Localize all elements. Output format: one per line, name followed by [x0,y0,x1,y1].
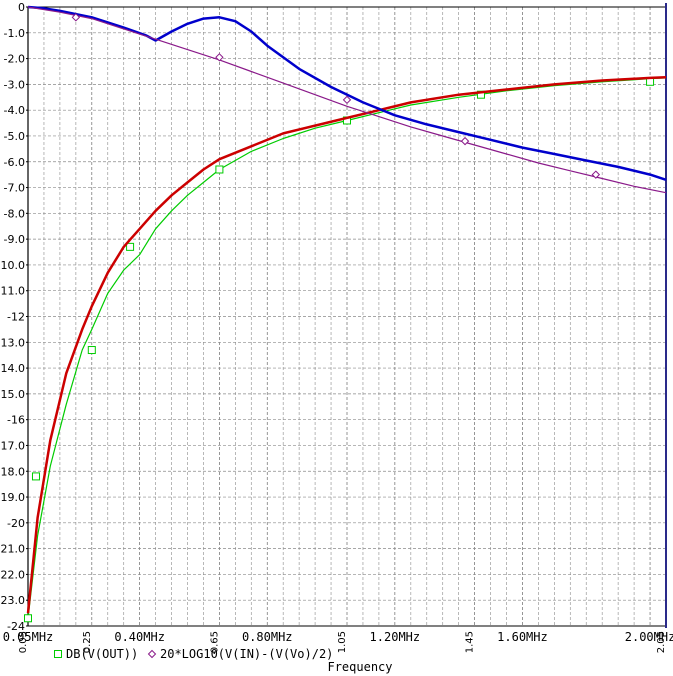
series-marker-diamond [342,95,352,105]
y-tick-label: -13.0 [0,336,25,349]
y-tick-label: -20 [7,517,25,530]
y-tick-label: -22.0 [0,568,25,581]
y-tick-label: -17.0 [0,439,25,452]
series-marker-diamond [460,136,470,146]
legend-marker-square [54,650,62,658]
y-tick-label: -15.0 [0,388,25,401]
y-tick-label: -21.0 [0,543,25,556]
series-marker-square [87,346,96,355]
series-line-1 [26,75,667,614]
y-tick-label: 0 [18,1,25,14]
x-tick-label: 0.05MHz [3,630,54,644]
legend-label: 20*LOG10(V(IN)-(V(Vo)/2) [160,647,333,661]
y-tick-label: -2.0 [4,53,25,66]
x-minor-tick-label: 1.45 [465,631,476,653]
x-tick-label: 0.40MHz [114,630,165,644]
series-marker-diamond [71,13,81,22]
series-line-3 [27,6,667,194]
y-tick-label: -12 [7,311,25,324]
series-marker-diamond [591,170,601,179]
y-tick-label: -19.0 [0,491,25,504]
series-marker-diamond [215,53,224,62]
x-tick-label: 1.20MHz [370,630,421,644]
y-tick-label: -5.0 [4,130,25,143]
legend: DB(V(OUT)) 20*LOG10(V(IN)-(V(Vo)/2) [54,647,333,661]
x-minor-tick-label: 0.25 [82,631,93,653]
y-tick-label: -4.0 [4,104,25,117]
y-tick-label: -6.0 [4,156,25,169]
x-minor-tick-label: 2.05 [656,631,667,653]
x-tick-label: 2.00MHz [625,630,673,644]
y-tick-label: -18.0 [0,465,25,478]
y-tick-label: -24 [7,620,25,633]
y-tick-label: -3.0 [4,78,25,91]
y-tick-label: -7.0 [4,182,25,195]
series-line-2 [27,5,667,181]
series-line-0 [27,77,667,619]
grid [28,7,666,626]
y-tick-label: -9.0 [4,233,25,246]
y-tick-label: -11.0 [0,285,25,298]
series-marker-square [646,77,655,86]
y-tick-label: -14.0 [0,362,25,375]
y-tick-label: -16 [7,414,25,427]
x-axis-title: Frequency [327,660,392,674]
y-tick-label: -1.0 [4,27,25,40]
x-minor-tick-label: 0.05 [18,631,29,653]
series-marker-square [215,165,224,174]
series-marker-square [31,472,40,481]
legend-marker-diamond [147,649,157,659]
x-minor-tick-label: 1.05 [337,631,348,653]
series-layer [24,5,667,623]
axes [26,3,667,628]
y-tick-label: -23.0 [0,594,25,607]
x-tick-label: 0.80MHz [242,630,293,644]
legend-label: DB(V(OUT)) [66,647,138,661]
y-tick-label: -8.0 [4,207,25,220]
x-minor-tick-label: 0.65 [209,631,220,653]
series-marker-square [126,242,135,251]
x-tick-label: 1.60MHz [497,630,548,644]
y-tick-label: -10.0 [0,259,25,272]
series-marker-square [24,614,32,623]
tick-labels: 0 -1.0 -2.0 -3.0 -4.0 -5.0 -6.0 -7.0 -8.0 -9.0 -10… [0,1,673,653]
